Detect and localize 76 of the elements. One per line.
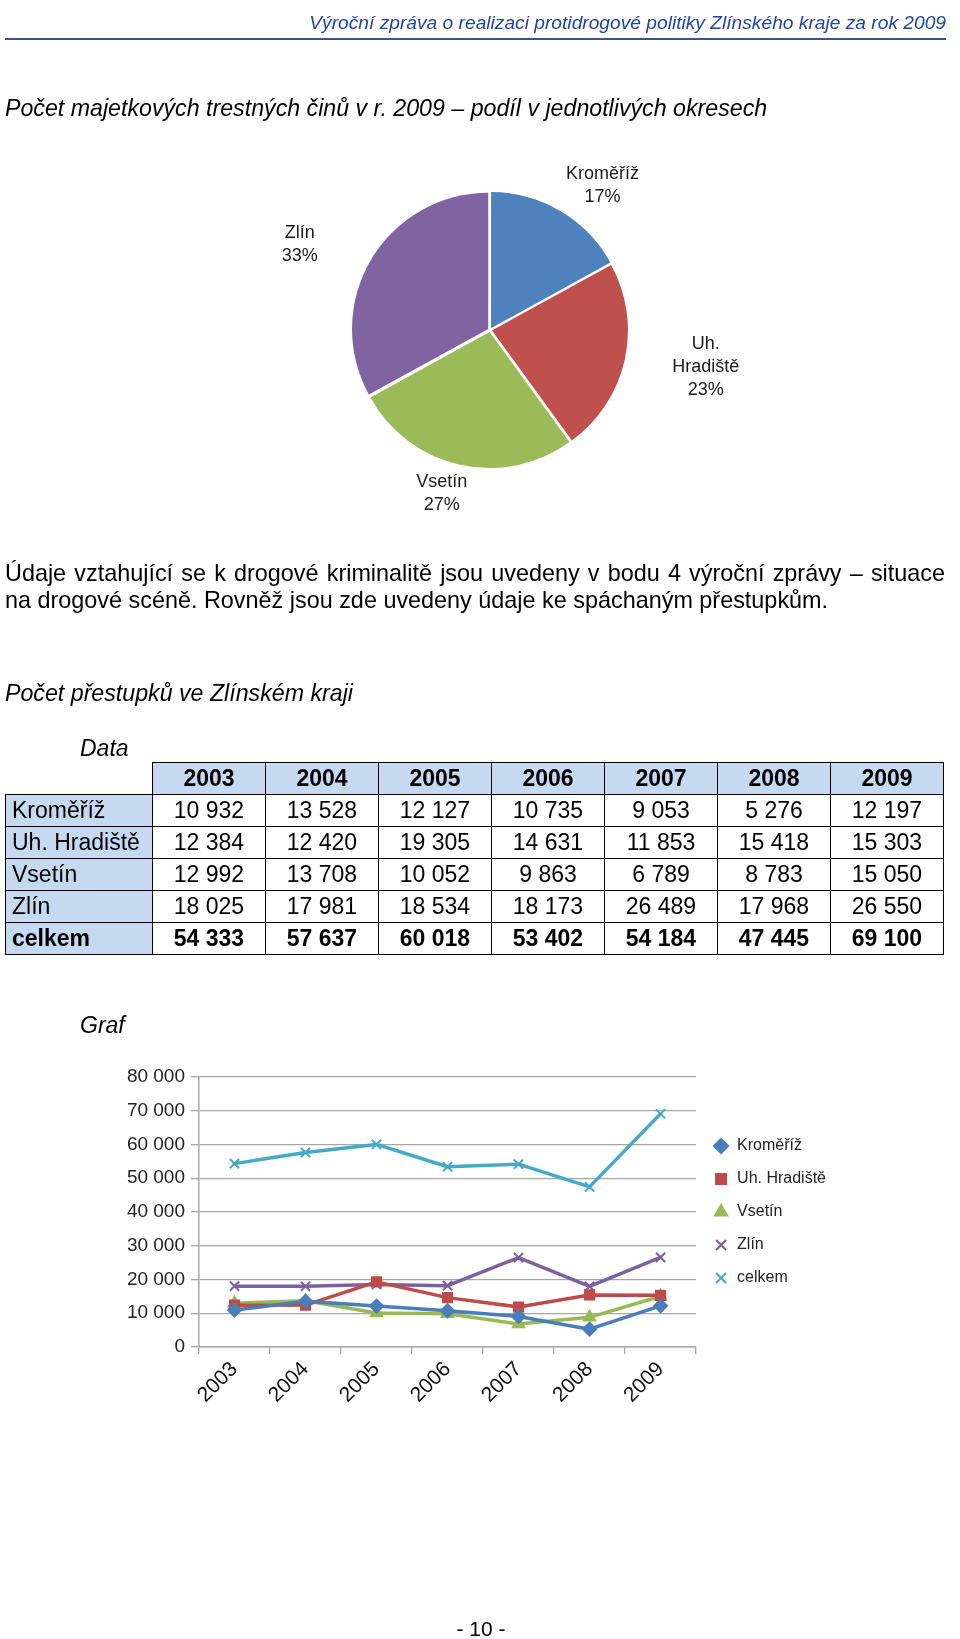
slice-label: Uh. Hradiště [672,332,740,376]
data-label: 33% [281,244,318,265]
text: - 10 - [455,1617,507,1639]
x-tick-label: 2005 [378,762,492,795]
data-label: 17 981 [265,890,379,923]
data-label: 27% [423,494,460,515]
data-label: 69 100 [830,922,944,955]
data-label: 15 050 [830,858,944,891]
data-label: 13 708 [265,858,379,891]
legend-label: Kroměříž [737,1136,802,1154]
data-label: 6 789 [604,858,718,891]
y-tick-label: Vsetín [5,858,153,891]
legend-label: celkem [737,1268,788,1286]
chart-title: Počet přestupků ve Zlínském kraji [5,680,353,707]
y-tick-label: 0 [174,1335,185,1357]
x-tick-label: 2008 [717,762,831,795]
data-label: 18 534 [378,890,492,923]
y-tick-label: 20 000 [126,1267,185,1289]
data-label: 15 303 [830,826,944,859]
data-label: 54 333 [152,922,266,955]
text: Výroční zpráva o realizaci protidrogové politiky Zlínského kraje za rok 2009 [309,12,946,34]
slice-label: Vsetín [416,471,468,492]
data-label: 17 968 [717,890,831,923]
data-label: 60 018 [378,922,492,955]
data-label: 17% [584,185,621,206]
y-tick-label: 60 000 [126,1132,185,1154]
x-tick-label: 2009 [830,762,944,795]
y-tick-label: 40 000 [126,1200,185,1222]
legend-label: Uh. Hradiště [737,1169,827,1187]
data-label: 14 631 [491,826,605,859]
data-label: 26 550 [830,890,944,923]
legend-label: Zlín [737,1235,764,1253]
y-tick-label: 50 000 [126,1166,185,1188]
x-tick-label: 2007 [604,762,718,795]
data-label: 18 025 [152,890,266,923]
data-label: 47 445 [717,922,831,955]
data-label: 10 052 [378,858,492,891]
text: Údaje vztahující se k drogové kriminalitě jsou uvedeny v bodu 4 výroční zprávy – situace na drogové scéně. Rovněž jsou zde uvedeny údaje ke spáchaným přestupkům. [5,560,945,613]
data-label: 12 992 [152,858,266,891]
data-label: 5 276 [717,794,831,827]
data-label: 15 418 [717,826,831,859]
data-label: 12 197 [830,794,944,827]
data-label: 9 053 [604,794,718,827]
y-tick-label: Kroměříž [5,794,153,827]
y-tick-label: 10 000 [126,1301,185,1323]
x-tick-label: 2006 [491,762,605,795]
text: Graf [80,1012,125,1039]
data-label: 13 528 [265,794,379,827]
slice-label: Zlín [284,221,315,242]
data-label: 12 127 [378,794,492,827]
data-label: 8 783 [717,858,831,891]
data-label: 9 863 [491,858,605,891]
data-label: 18 173 [491,890,605,923]
data-label: 12 420 [265,826,379,859]
data-label: 11 853 [604,826,718,859]
slice-label: Kroměříž [565,162,640,183]
data-label: 57 637 [265,922,379,955]
x-tick-label: 2003 [152,762,266,795]
data-label: 19 305 [378,826,492,859]
text: Data [80,735,129,762]
data-label: 23% [687,378,724,399]
y-tick-label: 30 000 [126,1233,185,1255]
y-tick-label: 70 000 [126,1098,185,1120]
data-label: 12 384 [152,826,266,859]
data-label: 53 402 [491,922,605,955]
x-tick-label: 2004 [265,762,379,795]
chart-title: Počet majetkových trestných činů v r. 2009 – podíl v jednotlivých okresech [5,95,768,122]
data-label: 54 184 [604,922,718,955]
data-label: 10 735 [491,794,605,827]
y-tick-label: Zlín [5,890,153,923]
legend-label: Vsetín [737,1202,783,1220]
y-tick-label: celkem [5,922,153,955]
data-label: 26 489 [604,890,718,923]
y-tick-label: Uh. Hradiště [5,826,153,859]
data-label: 10 932 [152,794,266,827]
y-tick-label: 80 000 [126,1065,185,1087]
